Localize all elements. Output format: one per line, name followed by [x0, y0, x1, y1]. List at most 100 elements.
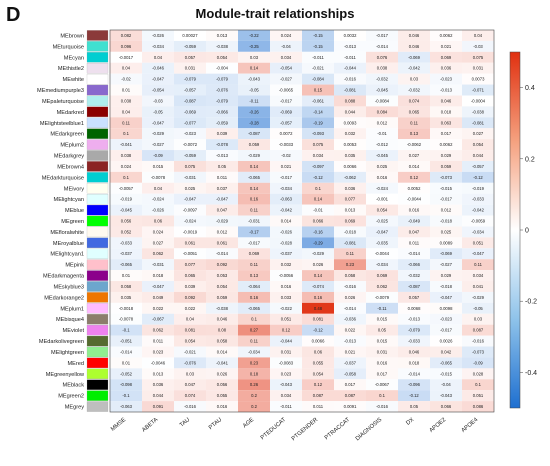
heatmap-cell [270, 73, 302, 85]
heatmap-cell [174, 357, 206, 369]
heatmap-cell [462, 324, 494, 336]
heatmap-cell [430, 73, 462, 85]
row-label: MEgreenyellow [46, 372, 85, 378]
cell-value: -0.017 [248, 240, 261, 245]
cell-value: -0.065 [248, 306, 261, 311]
cell-value: -0.26 [249, 109, 259, 114]
heatmap-cell [334, 248, 366, 260]
heatmap-cell [270, 291, 302, 303]
heatmap-cell [110, 84, 142, 96]
cell-value: -0.014 [408, 251, 421, 256]
heatmap-cell [110, 193, 142, 205]
heatmap-cell [334, 226, 366, 238]
cell-value: -0.01 [377, 131, 387, 136]
cell-value: -0.034 [472, 229, 485, 234]
heatmap-cell [398, 237, 430, 249]
module-color-swatch [86, 303, 109, 314]
heatmap-cell [366, 139, 398, 151]
cell-value: -0.011 [344, 55, 356, 60]
heatmap-cell [110, 51, 142, 63]
heatmap-cell [430, 106, 462, 118]
heatmap-cell [398, 379, 430, 391]
heatmap-cell [430, 84, 462, 96]
row-label: MEbrown4 [57, 164, 84, 170]
heatmap-cell [430, 237, 462, 249]
row-label: MEdarkred [57, 110, 84, 116]
cell-value: 0.062 [153, 328, 164, 333]
cell-value: 0.026 [345, 295, 356, 300]
cell-value: -0.087 [248, 131, 261, 136]
cell-value: 0.088 [345, 98, 356, 103]
heatmap-cell [270, 313, 302, 325]
cell-value: 0.026 [313, 262, 324, 267]
heatmap-cell [366, 270, 398, 282]
heatmap-cell [462, 139, 494, 151]
cell-value: 0.042 [441, 349, 452, 354]
cell-value: -0.017 [280, 175, 293, 180]
heatmap-cell [110, 259, 142, 271]
heatmap-cell [270, 160, 302, 172]
cell-value: 0.086 [473, 404, 484, 409]
cell-value: 0.0062 [440, 142, 453, 147]
heatmap-cell [334, 270, 366, 282]
cell-value: -0.047 [472, 251, 485, 256]
cell-value: -0.034 [280, 186, 293, 191]
cell-value: 0.054 [217, 55, 228, 60]
cell-value: 0.025 [441, 229, 452, 234]
cell-value: -0.043 [280, 382, 293, 387]
heatmap-cell [462, 346, 494, 358]
heatmap-cell [462, 291, 494, 303]
module-color-swatch [86, 259, 109, 270]
heatmap-cell [142, 204, 174, 216]
cell-value: -0.018 [344, 229, 357, 234]
heatmap-cell [110, 270, 142, 282]
heatmap-cell [238, 226, 270, 238]
heatmap-cell [366, 390, 398, 402]
heatmap-cell [142, 390, 174, 402]
cell-value: 0.046 [409, 44, 420, 49]
cell-value: 0.037 [217, 186, 228, 191]
heatmap-cell [334, 324, 366, 336]
chart-title: Module-trait relationships [195, 6, 355, 21]
cell-value: -0.12 [409, 393, 419, 398]
heatmap-cell [398, 324, 430, 336]
heatmap-cell [430, 401, 462, 412]
cell-value: 0.0062 [440, 33, 453, 38]
cell-value: -0.026 [152, 208, 165, 213]
cell-value: 0.049 [153, 295, 164, 300]
heatmap-cell [238, 193, 270, 205]
cell-value: -0.0078 [119, 317, 134, 322]
cell-value: 0.051 [281, 317, 292, 322]
cell-value: 0.061 [185, 240, 196, 245]
cell-value: -0.025 [376, 219, 389, 224]
heatmap-cell [142, 30, 174, 41]
cell-value: -0.057 [184, 88, 197, 93]
cell-value: -0.037 [280, 251, 293, 256]
heatmap-cell [238, 357, 270, 369]
heatmap-cell [430, 51, 462, 63]
module-color-swatch [86, 204, 109, 216]
cell-value: 0.024 [281, 33, 292, 38]
cell-value: 0.017 [441, 131, 452, 136]
cell-value: -0.045 [376, 153, 389, 158]
cell-value: -0.032 [376, 77, 389, 82]
heatmap-cell [270, 259, 302, 271]
heatmap-cell [302, 248, 334, 260]
heatmap-cell [270, 302, 302, 314]
heatmap-cell [334, 313, 366, 325]
heatmap-cell [430, 357, 462, 369]
cell-value: -0.016 [472, 339, 485, 344]
cell-value: -0.054 [280, 66, 293, 71]
cell-value: 0.028 [473, 371, 484, 376]
cell-value: -0.069 [280, 109, 293, 114]
cell-value: -0.022 [280, 306, 293, 311]
heatmap-cell [270, 379, 302, 391]
column-label: PTRACCAT [324, 417, 352, 442]
heatmap-cell [430, 324, 462, 336]
cell-value: 0.054 [377, 208, 388, 213]
heatmap-cell [462, 204, 494, 216]
heatmap-cell [430, 150, 462, 161]
cell-value: -0.013 [440, 88, 453, 93]
cell-value: -0.0083 [279, 360, 294, 365]
cell-value: 0.0066 [344, 164, 357, 169]
